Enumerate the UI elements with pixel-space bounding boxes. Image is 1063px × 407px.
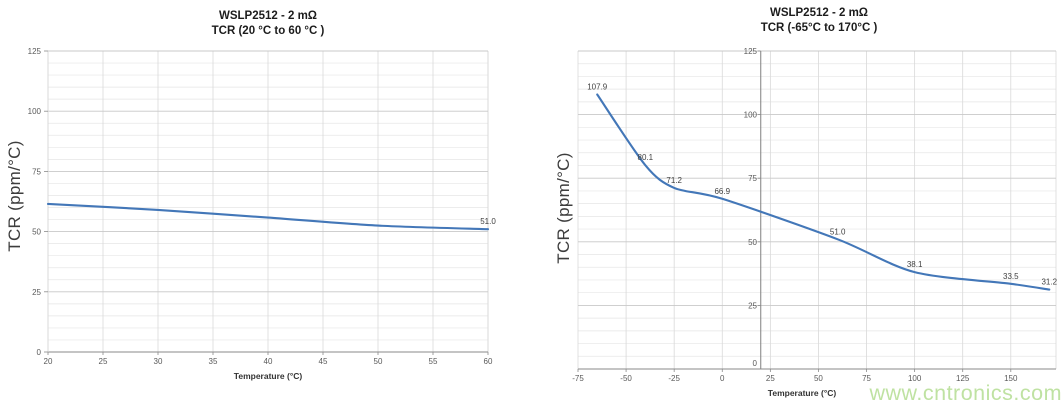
- chart-right-x-tick-label: -50: [620, 374, 632, 383]
- chart-left-x-tick-label: 30: [154, 357, 163, 366]
- chart-left-y-tick-label: 75: [32, 167, 41, 176]
- chart-right-x-tick-label: 25: [766, 374, 775, 383]
- chart-left-title-line1: WSLP2512 - 2 mΩ: [218, 10, 318, 22]
- chart-left-x-tick-label: 55: [429, 357, 438, 366]
- chart-right-data-line: [596, 93, 1051, 291]
- chart-right-x-tick-label: 100: [908, 374, 922, 383]
- chart-right-x-tick-label: 150: [1004, 374, 1018, 383]
- chart-left-x-tick-label: 40: [264, 357, 273, 366]
- chart-right-x-tick-label: 125: [956, 374, 970, 383]
- chart-left-y-axis-title: TCR (ppm/°C): [5, 140, 24, 252]
- chart-left-x-tick-label: 50: [374, 357, 383, 366]
- chart-right-title-line1: WSLP2512 - 2 mΩ: [769, 7, 869, 19]
- chart-left-x-tick-label: 45: [319, 357, 328, 366]
- chart-right-data-label: 38.1: [907, 260, 923, 269]
- chart-left-y-tick-label: 0: [37, 348, 42, 357]
- chart-right-data-label: 51.0: [830, 227, 846, 236]
- chart-left-x-tick-label: 25: [99, 357, 108, 366]
- chart-left-x-tick-label: 20: [44, 357, 53, 366]
- chart-right-data-label: 66.9: [714, 187, 730, 196]
- chart-right-y-axis-title: TCR (ppm/°C): [554, 152, 573, 264]
- chart-left-data-label: 51.0: [480, 217, 496, 226]
- chart-right-data-label: 31.2: [1041, 278, 1057, 287]
- chart-right-data-label: 71.2: [666, 176, 682, 185]
- chart-right-data-label: 80.1: [638, 153, 654, 162]
- chart-right-data-label: 33.5: [1003, 272, 1019, 281]
- chart-right-x-tick-label: 0: [720, 374, 725, 383]
- chart-left-y-tick-label: 100: [28, 107, 42, 116]
- chart-left-y-tick-label: 125: [28, 47, 42, 56]
- chart-right-y-tick-label: 125: [744, 47, 758, 56]
- watermark-text: www.cntronics.com: [869, 381, 1062, 405]
- chart-left-data-line: [46, 202, 490, 231]
- chart-right-x-axis-title: Temperature (°C): [767, 388, 837, 398]
- chart-right-y-tick-label: 75: [748, 174, 757, 183]
- chart-right-y-tick-label: 0: [753, 359, 758, 368]
- chart-left-title-line2: TCR (20 °C to 60 °C ): [211, 25, 325, 37]
- chart-left-title: WSLP2512 - 2 mΩ TCR (20 °C to 60 °C ): [212, 9, 325, 39]
- chart-left-x-tick-label: 60: [484, 357, 493, 366]
- chart-right-y-tick-label: 25: [748, 301, 757, 310]
- chart-right-x-tick-label: -75: [572, 374, 584, 383]
- chart-right-x-tick-label: -25: [668, 374, 680, 383]
- chart-right-title: WSLP2512 - 2 mΩ TCR (-65°C to 170°C ): [761, 6, 878, 36]
- chart-right-x-tick-label: 50: [814, 374, 823, 383]
- chart-right-y-tick-label: 100: [744, 111, 758, 120]
- chart-right-y-tick-label: 50: [748, 238, 757, 247]
- chart-right-data-label: 107.9: [587, 83, 608, 92]
- chart-right-title-line2: TCR (-65°C to 170°C ): [760, 22, 878, 34]
- chart-left-y-tick-label: 25: [32, 288, 41, 297]
- chart-left-y-tick-label: 50: [32, 228, 41, 237]
- chart-left-x-axis-title: Temperature (°C): [233, 371, 303, 381]
- chart-left-x-tick-label: 35: [209, 357, 218, 366]
- chart-right-x-tick-label: 75: [862, 374, 871, 383]
